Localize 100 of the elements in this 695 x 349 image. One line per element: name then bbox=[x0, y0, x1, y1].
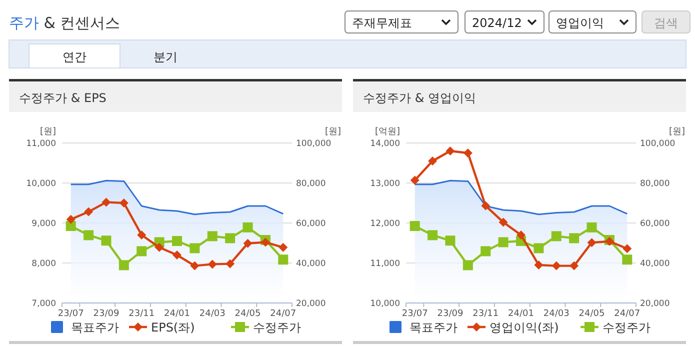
point bbox=[172, 250, 182, 260]
point bbox=[480, 246, 491, 256]
point bbox=[570, 261, 579, 270]
point bbox=[119, 198, 128, 208]
x-tick-label: 23/07 bbox=[402, 309, 428, 319]
point bbox=[84, 207, 94, 216]
point bbox=[498, 237, 508, 248]
point bbox=[622, 254, 632, 265]
y2-tick-label: 100,000 bbox=[640, 139, 676, 149]
point bbox=[101, 236, 112, 246]
y-tick-label: 7,000 bbox=[32, 299, 56, 309]
point bbox=[462, 260, 473, 270]
text: 주가 & 컨센서스 bbox=[9, 14, 120, 32]
point bbox=[551, 231, 562, 242]
text: 영업이익 bbox=[556, 16, 604, 30]
point bbox=[587, 238, 596, 248]
y-tick-label: 12,000 bbox=[370, 219, 400, 229]
y-tick-label: 11,000 bbox=[26, 139, 56, 149]
x-tick-label: 23/11 bbox=[128, 309, 155, 319]
y2-tick-label: 60,000 bbox=[640, 219, 670, 229]
x-tick-label: 24/07 bbox=[270, 309, 296, 319]
y-tick-label: 8,000 bbox=[32, 259, 56, 269]
point bbox=[569, 233, 580, 244]
y2-tick-label: 100,000 bbox=[296, 139, 332, 149]
text: 주재무제표 bbox=[352, 16, 412, 30]
y2-tick-label: 80,000 bbox=[296, 179, 326, 189]
point bbox=[586, 222, 597, 232]
x-tick-label: 24/03 bbox=[543, 309, 570, 319]
y-tick-label: 13,000 bbox=[370, 179, 400, 189]
x-tick-label: 23/11 bbox=[472, 309, 499, 319]
y-tick-label: 11,000 bbox=[370, 259, 400, 269]
point bbox=[463, 148, 472, 158]
point bbox=[534, 243, 544, 254]
legend-label: 수정주가 bbox=[602, 320, 650, 334]
y-tick-label: 10,000 bbox=[26, 179, 56, 189]
legend-label: 목표주가 bbox=[71, 320, 119, 334]
y2-tick-label: 80,000 bbox=[640, 179, 670, 189]
point bbox=[118, 260, 129, 270]
point bbox=[446, 146, 455, 156]
point bbox=[445, 236, 456, 246]
point bbox=[278, 254, 288, 265]
point bbox=[208, 260, 217, 269]
y-tick-label: 9,000 bbox=[32, 219, 56, 229]
legend-label: 목표주가 bbox=[410, 320, 458, 334]
point bbox=[172, 236, 182, 246]
legend-label: EPS(좌) bbox=[151, 320, 195, 334]
y2-tick-label: 20,000 bbox=[296, 299, 326, 309]
point bbox=[226, 259, 235, 268]
point bbox=[136, 246, 147, 256]
y2-axis-title: [원] bbox=[668, 127, 685, 137]
y2-tick-label: 40,000 bbox=[640, 259, 670, 269]
y2-tick-label: 60,000 bbox=[296, 219, 326, 229]
point bbox=[66, 221, 76, 231]
point bbox=[243, 238, 252, 248]
point bbox=[622, 244, 632, 254]
point bbox=[102, 198, 111, 207]
point bbox=[481, 201, 490, 210]
text: 분기 bbox=[154, 50, 178, 64]
point bbox=[66, 214, 76, 224]
text: 검색 bbox=[654, 16, 678, 30]
x-tick-label: 24/05 bbox=[578, 309, 605, 319]
point bbox=[410, 176, 420, 185]
y2-tick-label: 20,000 bbox=[640, 299, 670, 309]
point bbox=[225, 233, 236, 244]
x-tick-label: 24/07 bbox=[614, 309, 640, 319]
chart-title: 수정주가 & EPS bbox=[19, 91, 106, 105]
point bbox=[260, 238, 270, 247]
y2-axis-title: [원] bbox=[324, 127, 341, 137]
legend-label: 영업이익(좌) bbox=[490, 320, 559, 334]
text: 2024/12 bbox=[472, 16, 522, 30]
point bbox=[154, 242, 164, 252]
point bbox=[190, 243, 200, 254]
point bbox=[137, 230, 146, 240]
point bbox=[498, 218, 508, 227]
y-axis-title: [억원] bbox=[374, 127, 400, 137]
legend-label: 수정주가 bbox=[253, 320, 301, 334]
point bbox=[278, 242, 288, 252]
y-tick-label: 14,000 bbox=[370, 139, 400, 149]
point bbox=[428, 156, 438, 166]
x-tick-label: 24/03 bbox=[199, 309, 226, 319]
y-tick-label: 10,000 bbox=[370, 299, 400, 309]
point bbox=[552, 261, 561, 270]
text: 연간 bbox=[62, 50, 86, 64]
point bbox=[190, 261, 200, 270]
x-tick-label: 24/01 bbox=[508, 309, 534, 319]
point bbox=[516, 230, 526, 240]
x-tick-label: 23/09 bbox=[93, 309, 120, 319]
point bbox=[242, 222, 253, 232]
point bbox=[207, 231, 218, 242]
point bbox=[534, 260, 544, 270]
y2-tick-label: 40,000 bbox=[296, 259, 326, 269]
y-axis-title: [원] bbox=[40, 127, 56, 137]
x-tick-label: 23/09 bbox=[437, 309, 464, 319]
x-tick-label: 24/01 bbox=[164, 309, 190, 319]
x-tick-label: 24/05 bbox=[234, 309, 261, 319]
point bbox=[428, 230, 438, 240]
point bbox=[410, 221, 420, 231]
point bbox=[84, 230, 94, 240]
x-tick-label: 23/07 bbox=[58, 309, 84, 319]
chart-title: 수정주가 & 영업이익 bbox=[363, 91, 476, 105]
